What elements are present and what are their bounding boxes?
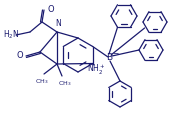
Text: O: O bbox=[47, 5, 54, 15]
Text: H$_2$N: H$_2$N bbox=[3, 29, 19, 41]
Text: NH$_2^+$: NH$_2^+$ bbox=[87, 63, 105, 77]
Text: CH$_3$: CH$_3$ bbox=[35, 77, 49, 86]
Text: O: O bbox=[16, 51, 23, 61]
Text: CH$_3$: CH$_3$ bbox=[58, 79, 72, 88]
Text: B: B bbox=[106, 52, 112, 61]
Text: −: − bbox=[112, 50, 119, 59]
Text: N: N bbox=[55, 19, 61, 28]
